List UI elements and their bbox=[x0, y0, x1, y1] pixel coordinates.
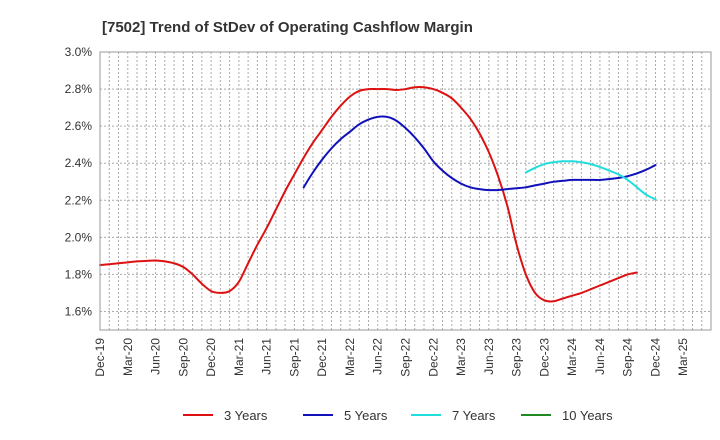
x-axis: Dec-19 Mar-20 Jun-20 Sep-20 Dec-20 Mar-21 Jun-… bbox=[93, 338, 690, 377]
legend-label: 5 Years bbox=[344, 408, 388, 423]
x-tick-label: Jun-21 bbox=[260, 338, 274, 375]
y-tick-label: 1.6% bbox=[65, 304, 93, 318]
x-tick-label: Mar-25 bbox=[676, 338, 690, 376]
legend-label: 10 Years bbox=[562, 408, 613, 423]
x-tick-label: Jun-23 bbox=[482, 338, 496, 375]
x-tick-label: Mar-20 bbox=[121, 338, 135, 376]
x-tick-label: Dec-23 bbox=[537, 338, 551, 377]
x-tick-label: Mar-24 bbox=[565, 338, 579, 376]
x-tick-label: Mar-22 bbox=[343, 338, 357, 376]
series-lines bbox=[99, 85, 657, 303]
x-tick-label: Jun-22 bbox=[371, 338, 385, 375]
chart-title: [7502] Trend of StDev of Operating Cashf… bbox=[102, 19, 473, 36]
x-tick-label: Mar-21 bbox=[232, 338, 246, 376]
x-tick-label: Sep-20 bbox=[176, 338, 190, 377]
x-tick-label: Dec-19 bbox=[93, 338, 107, 377]
legend-label: 3 Years bbox=[224, 408, 268, 423]
y-tick-label: 1.8% bbox=[65, 267, 93, 281]
y-tick-label: 2.6% bbox=[65, 119, 93, 133]
x-tick-label: Sep-21 bbox=[287, 338, 301, 377]
x-tick-label: Dec-20 bbox=[204, 338, 218, 377]
y-axis: 1.6% 1.8% 2.0% 2.2% 2.4% 2.6% 2.8% 3.0% bbox=[65, 45, 93, 318]
series-line-7-years bbox=[524, 160, 657, 201]
plot-frame bbox=[99, 51, 712, 331]
y-tick-label: 3.0% bbox=[65, 45, 93, 59]
series-line-5-years bbox=[302, 115, 657, 192]
x-tick-label: Sep-23 bbox=[510, 338, 524, 377]
x-tick-label: Mar-23 bbox=[454, 338, 468, 376]
legend-label: 7 Years bbox=[452, 408, 496, 423]
x-tick-label: Sep-24 bbox=[621, 338, 635, 377]
y-tick-label: 2.2% bbox=[65, 193, 93, 207]
x-tick-label: Sep-22 bbox=[399, 338, 413, 377]
y-tick-label: 2.8% bbox=[65, 82, 93, 96]
y-tick-label: 2.0% bbox=[65, 230, 93, 244]
series-line-3-years bbox=[99, 85, 638, 303]
legend: 3 Years 5 Years 7 Years 10 Years bbox=[183, 408, 613, 423]
x-tick-label: Jun-24 bbox=[593, 338, 607, 375]
x-tick-label: Jun-20 bbox=[149, 338, 163, 375]
grid bbox=[99, 51, 712, 330]
y-tick-label: 2.4% bbox=[65, 156, 93, 170]
x-tick-label: Dec-21 bbox=[315, 338, 329, 377]
x-tick-label: Dec-22 bbox=[426, 338, 440, 377]
x-tick-label: Dec-24 bbox=[648, 338, 662, 377]
